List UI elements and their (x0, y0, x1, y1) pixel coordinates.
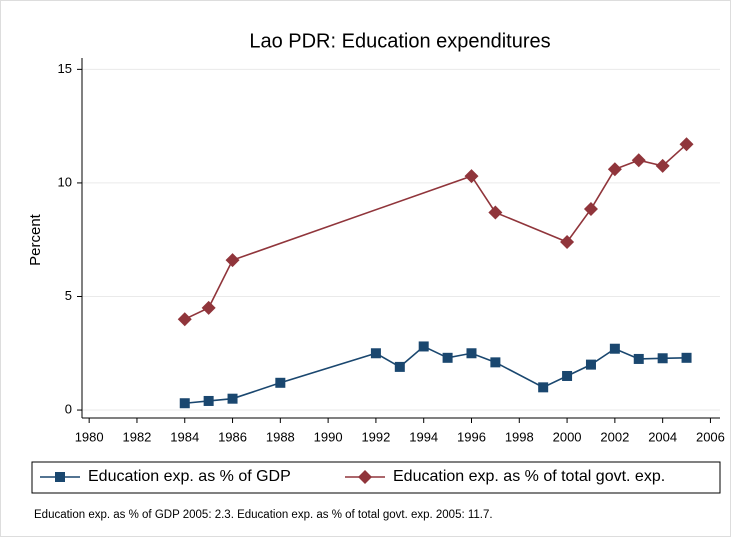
marker (490, 357, 501, 368)
marker (538, 382, 549, 393)
marker (609, 343, 620, 354)
legend-label: Education exp. as % of total govt. exp. (393, 468, 665, 485)
x-tick-label: 1994 (409, 429, 438, 444)
marker (464, 169, 479, 184)
marker (418, 341, 429, 352)
x-tick-label: 1980 (75, 429, 104, 444)
marker (227, 393, 238, 404)
x-tick-label: 1986 (218, 429, 247, 444)
marker (177, 312, 192, 327)
marker (275, 377, 286, 388)
marker (585, 359, 596, 370)
marker (394, 361, 405, 372)
chart-title: Lao PDR: Education expenditures (249, 30, 550, 52)
x-tick-label: 2006 (696, 429, 725, 444)
marker (225, 253, 240, 268)
x-tick-label: 1992 (361, 429, 390, 444)
x-tick-label: 1982 (122, 429, 151, 444)
marker (203, 395, 214, 406)
marker (179, 398, 190, 409)
y-tick-label: 10 (58, 174, 72, 189)
marker (466, 348, 477, 359)
marker (607, 162, 622, 177)
x-tick-label: 2000 (553, 429, 582, 444)
x-tick-label: 1988 (266, 429, 295, 444)
marker (633, 353, 644, 364)
y-axis-label: Percent (27, 213, 44, 266)
y-tick-label: 0 (65, 401, 72, 416)
x-tick-label: 2004 (648, 429, 677, 444)
legend-marker (358, 470, 372, 484)
legend-label: Education exp. as % of GDP (88, 468, 291, 485)
marker (657, 353, 668, 364)
marker (679, 137, 694, 152)
x-tick-label: 1990 (314, 429, 343, 444)
x-tick-label: 1996 (457, 429, 486, 444)
marker (583, 202, 598, 217)
y-tick-label: 15 (58, 61, 72, 76)
legend-marker (55, 472, 65, 482)
marker (560, 234, 575, 249)
x-tick-label: 1984 (170, 429, 199, 444)
x-tick-label: 2002 (600, 429, 629, 444)
marker (655, 158, 670, 173)
marker (370, 348, 381, 359)
marker (631, 153, 646, 168)
marker (442, 352, 453, 363)
marker (681, 352, 692, 363)
y-tick-label: 5 (65, 288, 72, 303)
note: Education exp. as % of GDP 2005: 2.3. Ed… (34, 509, 493, 521)
x-tick-label: 1998 (505, 429, 534, 444)
marker (201, 300, 216, 315)
marker (562, 370, 573, 381)
marker (488, 205, 503, 220)
